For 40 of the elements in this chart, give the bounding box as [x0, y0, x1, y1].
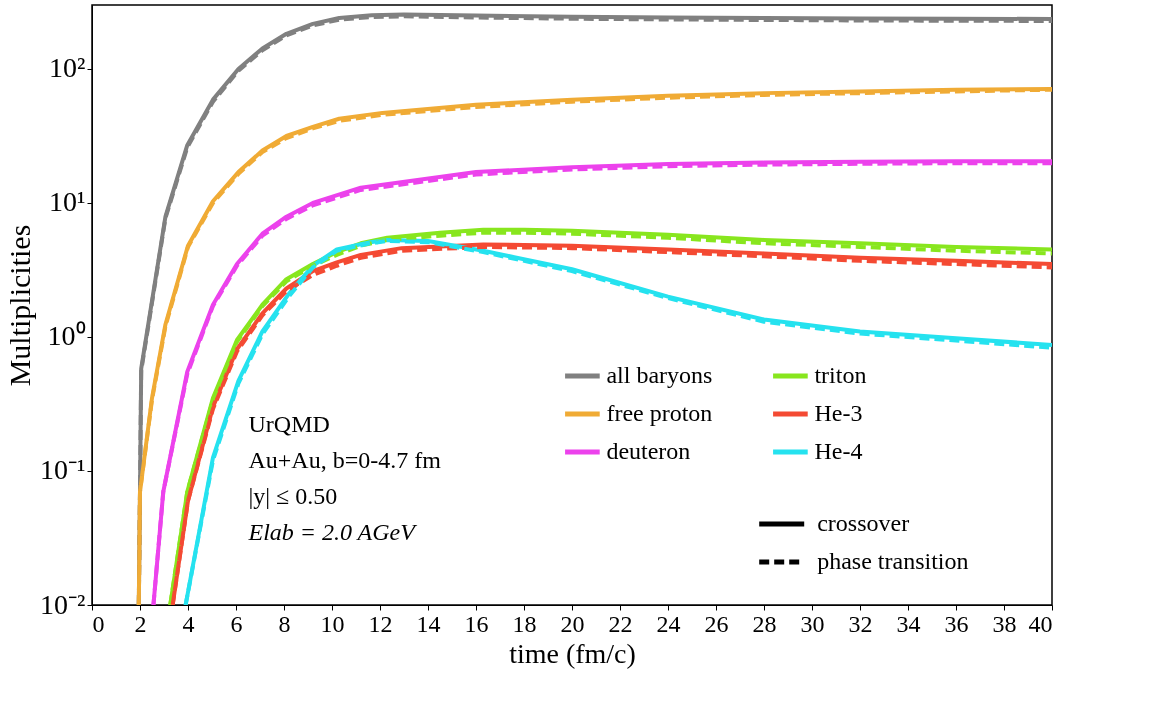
annotation: UrQMD [248, 411, 330, 437]
x-tick-label: 12 [368, 610, 393, 637]
y-tick-label: 10² [49, 52, 86, 84]
x-tick-label: 34 [896, 610, 921, 637]
x-tick-label: 4 [182, 610, 195, 637]
x-tick-label: 2 [134, 610, 147, 637]
x-tick-label: 0 [92, 610, 105, 637]
y-tick-label: 10⁰ [47, 320, 86, 352]
x-tick-label: 26 [704, 610, 729, 637]
legend-label: all baryons [606, 362, 713, 388]
annotation: Au+Au, b=0-4.7 fm [248, 447, 442, 473]
x-tick-label: 8 [278, 610, 291, 637]
x-axis-title: time (fm/c) [509, 637, 636, 669]
annotation: phase transition [817, 548, 969, 574]
x-tick-label: 16 [464, 610, 489, 637]
y-tick-label: 10⁻² [40, 588, 86, 620]
annotation: Elab = 2.0 AGeV [247, 519, 418, 545]
x-tick-label: 24 [656, 610, 681, 637]
x-tick-label: 20 [560, 610, 585, 637]
x-tick-label: 18 [512, 610, 537, 637]
y-tick-label: 10¹ [49, 186, 86, 218]
x-tick-label: 40 [1028, 610, 1053, 637]
x-tick-label: 22 [608, 610, 633, 637]
x-tick-label: 36 [944, 610, 969, 637]
y-tick-label: 10⁻¹ [40, 454, 86, 486]
x-tick-label: 28 [752, 610, 777, 637]
x-tick-label: 6 [230, 610, 243, 637]
legend-label: triton [814, 362, 867, 388]
x-tick-label: 10 [320, 610, 345, 637]
y-axis-title: Multiplicities [3, 224, 37, 387]
legend-label: He-4 [814, 438, 863, 464]
x-tick-label: 14 [416, 610, 441, 637]
legend-label: deuteron [606, 438, 691, 464]
legend-label: free proton [606, 400, 713, 426]
x-tick-label: 30 [800, 610, 825, 637]
legend-label: He-3 [814, 400, 863, 426]
annotation: |y| ≤ 0.50 [248, 483, 338, 509]
x-tick-label: 32 [848, 610, 873, 637]
annotation: crossover [817, 510, 910, 536]
x-tick-label: 38 [992, 610, 1017, 637]
